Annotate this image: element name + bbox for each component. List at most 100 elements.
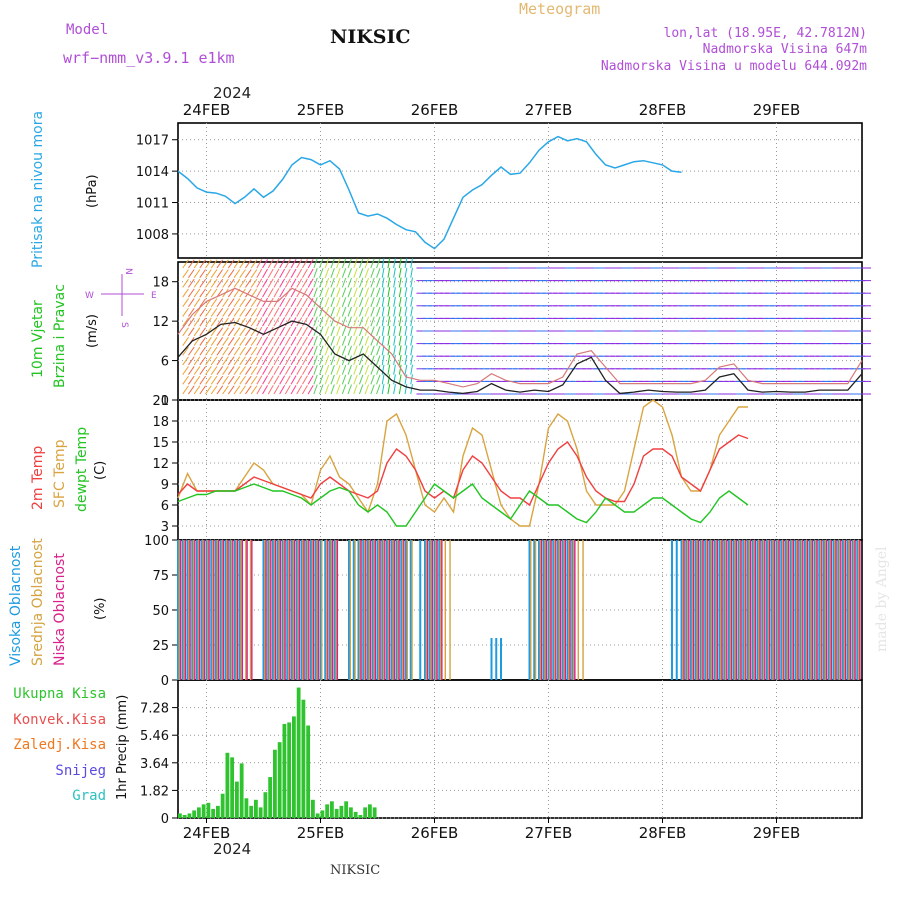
wind-arrow (199, 356, 206, 366)
wind-arrow (245, 317, 252, 327)
wind-gust-line (177, 287, 863, 388)
pressure-line (177, 135, 682, 250)
wind-arrow (290, 346, 297, 356)
wind-arrow (239, 375, 246, 385)
wind-arrow (284, 297, 291, 308)
wind-arrow (222, 278, 229, 288)
wind-compass-legend: N W E S (85, 268, 157, 328)
wind-arrow (410, 258, 413, 269)
wind-arrow (199, 307, 206, 317)
wind-arrow (182, 366, 189, 375)
wind-arrow (250, 269, 258, 278)
date-label-bottom: 28FEB (639, 824, 686, 842)
temp-legend-2m: 2m Temp (30, 446, 46, 510)
wind-arrow (279, 326, 286, 337)
wind-arrow (273, 385, 280, 395)
precip-bar (287, 722, 292, 818)
wind-arrow (290, 385, 297, 395)
wind-arrow (404, 287, 408, 298)
wind-arrow (324, 277, 330, 288)
panel-2-ytick-label: 12 (152, 457, 169, 472)
wind-arrow (239, 307, 246, 317)
wind-arrow (233, 269, 241, 278)
wind-arrow (393, 354, 396, 366)
wind-arrow (387, 374, 391, 385)
wind-arrow (205, 307, 212, 317)
wind-arrow (262, 336, 268, 346)
wind-arrow (279, 268, 286, 278)
wind-arrow (205, 366, 212, 375)
precip-legend-hail: Grad (72, 788, 106, 804)
precip-bar (182, 814, 187, 818)
wind-arrow (222, 385, 229, 395)
wind-arrow (222, 356, 229, 366)
wind-arrow (324, 287, 330, 298)
wind-arrow (216, 375, 224, 385)
wind-arrow (341, 335, 347, 346)
wind-arrow (216, 327, 224, 337)
wind-arrow (336, 297, 341, 307)
wind-arrow (387, 364, 391, 375)
footer-station: NIKSIC (330, 863, 380, 878)
wind-arrow (330, 287, 335, 298)
wind-arrow (404, 277, 408, 288)
wind-arrow (210, 337, 218, 346)
wind-arrow (302, 317, 308, 327)
wind-arrow (205, 337, 212, 346)
wind-arrow (313, 384, 318, 395)
precip-bar (249, 805, 254, 818)
precip-bar (325, 804, 330, 818)
wind-arrow (376, 316, 381, 327)
wind-arrow (210, 307, 218, 317)
wind-arrow (376, 345, 381, 356)
wind-arrow (245, 298, 252, 308)
wind-arrow (347, 365, 352, 375)
wind-arrow (193, 327, 201, 337)
precip-bar (235, 781, 239, 818)
wind-arrow (193, 298, 201, 308)
wind-arrow (296, 297, 303, 308)
wind-arrow (296, 268, 303, 278)
wind-arrow (239, 346, 246, 356)
wind-arrow (182, 356, 189, 366)
wind-arrow (199, 385, 206, 395)
wind-arrow (324, 258, 330, 269)
panel-0-ytick-label: 1017 (136, 134, 169, 149)
wind-arrow (307, 307, 314, 317)
wind-arrow (324, 335, 330, 346)
wind-arrow (233, 356, 241, 366)
wind-arrow (262, 288, 268, 298)
wind-arrow (233, 375, 241, 385)
wind-arrow (364, 297, 370, 307)
panel-3-ytick-label: 100 (144, 534, 169, 549)
wind-arrow (250, 259, 258, 269)
year-bottom: 2024 (213, 840, 251, 858)
wind-arrow (188, 307, 195, 317)
wind-arrow (216, 278, 224, 288)
wind-arrow (370, 326, 375, 337)
wind-arrow (393, 316, 396, 327)
wind-arrow (381, 316, 385, 327)
wind-arrow (210, 259, 218, 269)
wind-arrow (319, 345, 324, 356)
wind-unit: (m/s) (85, 314, 100, 348)
wind-arrow (347, 345, 352, 356)
precip-bar (353, 811, 358, 818)
wind-arrow (256, 356, 263, 366)
date-label-bottom: 26FEB (411, 824, 458, 842)
wind-arrow (250, 356, 258, 366)
wind-arrow (290, 375, 297, 385)
wind-arrow (262, 307, 268, 317)
wind-arrow (227, 259, 235, 269)
wind-arrow (330, 374, 335, 385)
wind-arrow (245, 288, 252, 298)
wind-arrow (330, 306, 335, 317)
wind-arrow (284, 307, 291, 317)
wind-arrow (381, 258, 385, 269)
wind-arrow (381, 287, 385, 298)
wind-arrow (341, 326, 347, 337)
wind-arrow (330, 316, 335, 327)
precip-bar (320, 810, 325, 818)
wind-arrow (273, 297, 280, 308)
panel-0-ytick-label: 1008 (136, 228, 169, 243)
